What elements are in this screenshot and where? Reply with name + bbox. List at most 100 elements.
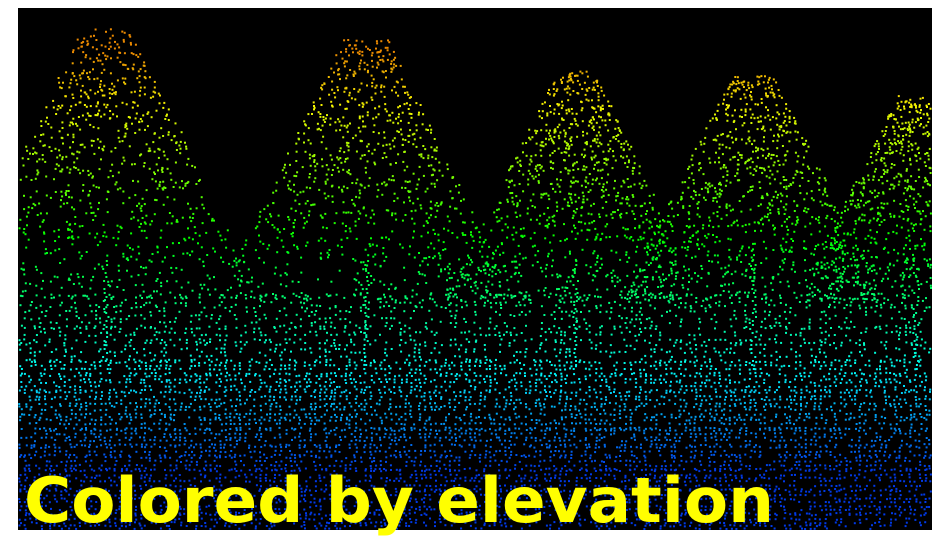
point bbox=[336, 386, 338, 388]
point bbox=[744, 406, 746, 408]
point bbox=[329, 364, 331, 366]
point bbox=[479, 382, 481, 384]
point bbox=[54, 447, 56, 449]
point bbox=[303, 298, 305, 300]
point bbox=[610, 430, 612, 432]
point bbox=[505, 406, 507, 408]
point bbox=[651, 296, 653, 298]
point bbox=[295, 403, 297, 405]
point bbox=[416, 395, 418, 397]
point bbox=[774, 405, 776, 407]
point bbox=[130, 334, 132, 336]
point bbox=[440, 375, 442, 377]
point bbox=[523, 364, 525, 366]
point bbox=[565, 436, 567, 438]
point bbox=[135, 428, 137, 430]
point bbox=[346, 365, 348, 367]
point bbox=[745, 440, 747, 442]
point bbox=[136, 328, 138, 330]
point bbox=[773, 440, 775, 442]
point bbox=[114, 450, 116, 452]
point bbox=[644, 437, 646, 439]
point bbox=[640, 444, 642, 446]
point bbox=[599, 434, 601, 436]
point bbox=[840, 369, 842, 371]
point bbox=[910, 389, 912, 391]
point bbox=[18, 406, 20, 408]
point bbox=[673, 345, 675, 347]
point bbox=[145, 398, 147, 400]
point bbox=[865, 364, 867, 366]
point bbox=[310, 433, 312, 435]
point bbox=[805, 413, 807, 415]
point bbox=[121, 302, 123, 304]
point bbox=[196, 327, 198, 329]
point bbox=[739, 369, 741, 371]
point bbox=[304, 362, 306, 364]
point bbox=[645, 382, 647, 384]
point bbox=[904, 354, 906, 356]
point bbox=[55, 428, 57, 430]
point bbox=[785, 304, 787, 306]
point bbox=[219, 440, 221, 442]
point bbox=[280, 417, 282, 419]
point bbox=[521, 455, 523, 457]
point bbox=[473, 446, 475, 448]
point bbox=[129, 345, 131, 347]
point bbox=[284, 368, 286, 370]
point bbox=[284, 385, 286, 387]
point bbox=[89, 375, 91, 377]
point bbox=[384, 392, 386, 394]
point bbox=[700, 389, 702, 391]
point bbox=[880, 307, 882, 309]
point bbox=[39, 417, 41, 419]
point bbox=[859, 369, 861, 371]
point bbox=[686, 403, 688, 405]
point bbox=[694, 422, 696, 424]
point bbox=[906, 376, 908, 378]
point bbox=[100, 433, 102, 435]
point bbox=[719, 396, 721, 398]
point bbox=[558, 437, 560, 439]
point bbox=[114, 352, 116, 354]
point bbox=[529, 408, 531, 410]
point bbox=[54, 439, 56, 441]
point bbox=[858, 305, 860, 307]
point bbox=[865, 433, 867, 435]
point bbox=[615, 369, 617, 371]
point bbox=[94, 365, 96, 367]
point bbox=[330, 334, 332, 336]
point bbox=[235, 304, 237, 306]
point bbox=[909, 446, 911, 448]
point bbox=[459, 391, 461, 393]
point bbox=[605, 430, 607, 432]
point bbox=[125, 413, 127, 415]
point bbox=[263, 301, 265, 303]
point bbox=[405, 419, 407, 421]
point bbox=[814, 391, 816, 393]
point bbox=[326, 339, 328, 341]
point bbox=[844, 457, 846, 459]
point bbox=[375, 450, 377, 452]
point bbox=[600, 385, 602, 387]
point bbox=[219, 364, 221, 366]
point bbox=[299, 456, 301, 458]
point bbox=[448, 413, 450, 415]
point bbox=[838, 326, 840, 328]
point bbox=[240, 335, 242, 337]
point bbox=[395, 456, 397, 458]
point bbox=[901, 445, 903, 447]
point bbox=[333, 408, 335, 410]
point bbox=[548, 328, 550, 330]
point bbox=[175, 437, 177, 439]
point bbox=[548, 375, 550, 377]
point bbox=[390, 391, 392, 393]
point bbox=[744, 379, 746, 381]
point bbox=[594, 402, 596, 404]
point bbox=[836, 465, 838, 467]
point bbox=[661, 349, 663, 351]
point bbox=[821, 414, 823, 416]
point bbox=[610, 307, 612, 309]
point bbox=[679, 382, 681, 384]
point bbox=[675, 430, 677, 432]
